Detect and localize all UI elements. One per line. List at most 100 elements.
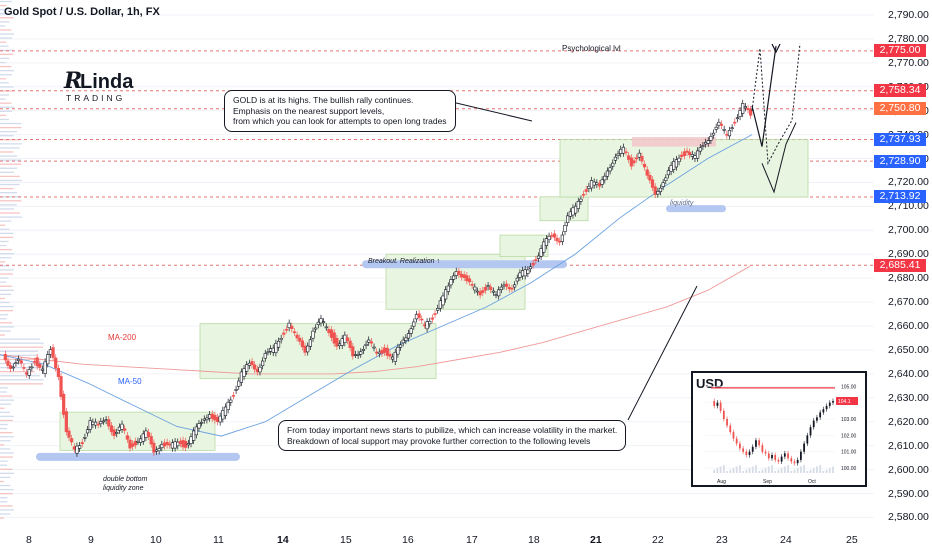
inset-volume — [774, 471, 777, 473]
volume-profile-bar — [0, 322, 13, 324]
candle-body — [170, 442, 175, 449]
candle-body — [568, 211, 572, 217]
volume-profile-bar — [0, 240, 9, 243]
candle-body — [207, 414, 212, 419]
candle-body — [107, 419, 111, 427]
price-axis-tick: 2,620.00 — [888, 415, 929, 428]
inset-volume — [735, 466, 738, 473]
candle-body — [300, 340, 305, 348]
inset-volume — [828, 468, 831, 473]
callout-pointer — [451, 101, 533, 122]
volume-profile-bar — [0, 517, 4, 519]
candle-body — [642, 163, 647, 168]
inset-candle-body — [812, 420, 815, 428]
candle-body — [181, 439, 185, 448]
inset-candle-body — [796, 459, 799, 464]
inset-volume — [809, 469, 812, 473]
volume-profile-bar — [0, 49, 14, 51]
double-bottom-label-1: double bottom — [103, 476, 148, 483]
volume-profile-bar — [0, 41, 7, 43]
candle-body — [523, 269, 527, 277]
volume-profile-bar — [0, 208, 15, 210]
candle-body — [603, 175, 607, 181]
inset-candle-body — [716, 402, 719, 406]
volume-profile-bar — [0, 448, 11, 450]
candle-body — [369, 341, 373, 344]
candle-body — [653, 186, 657, 195]
candle-body — [528, 266, 533, 270]
callout-highs-line1: GOLD is at its highs. The bullish rally … — [233, 95, 414, 105]
time-axis-tick: 14 — [277, 534, 289, 546]
candle-body — [340, 338, 344, 346]
candle-body — [494, 294, 498, 296]
svg-text:R: R — [63, 68, 82, 94]
candle-body — [205, 417, 209, 421]
price-tag: 2,775.00 — [874, 44, 926, 58]
volume-profile-bar — [0, 309, 14, 312]
volume-profile-bar — [0, 468, 13, 470]
candle-body — [404, 337, 408, 341]
callout-highs: GOLD is at its highs. The bullish rally … — [224, 90, 456, 132]
inset-volume — [748, 468, 751, 473]
candle-body — [139, 438, 143, 443]
price-tag: 2,737.93 — [874, 133, 926, 147]
candle-body — [282, 332, 286, 335]
candle-body — [526, 269, 530, 274]
price-axis-tick: 2,660.00 — [888, 320, 929, 332]
candle-body — [749, 109, 753, 116]
volume-profile-bar — [0, 183, 20, 186]
inset-candle-body — [729, 425, 732, 433]
volume-profile-bar — [0, 220, 12, 222]
candle-body — [746, 108, 750, 111]
candle-body — [725, 133, 729, 136]
candle-body — [35, 357, 39, 367]
volume-profile-bar — [0, 509, 14, 511]
price-axis-tick: 2,610.00 — [888, 439, 929, 452]
inset-candle-body — [764, 451, 767, 454]
volume-profile-bar — [0, 493, 13, 495]
inset-volume — [729, 469, 732, 473]
volume-profile-bar — [0, 248, 12, 251]
volume-profile-bar — [0, 269, 14, 271]
candle-body — [677, 157, 681, 163]
volume-profile-bar — [0, 21, 10, 23]
breakout-bar — [362, 260, 567, 269]
candle-body — [210, 413, 214, 419]
candle-body — [67, 430, 71, 438]
candle-body — [131, 443, 135, 447]
inset-candle-body — [806, 435, 809, 444]
candle-body — [245, 364, 249, 372]
candle-body — [176, 441, 180, 447]
inset-candle-body — [822, 409, 825, 413]
candle-body — [566, 215, 570, 224]
candle-body — [364, 343, 368, 346]
candle-body — [743, 106, 747, 109]
candle-body — [165, 441, 169, 446]
price-axis-tick: 2,650.00 — [888, 343, 929, 356]
candle-body — [656, 191, 660, 195]
candle-body — [706, 140, 710, 144]
candle-body — [709, 136, 713, 141]
candle-body — [22, 367, 26, 369]
volume-profile-bar — [0, 362, 44, 365]
candle-body — [627, 155, 631, 160]
inset-candle-body — [735, 438, 738, 444]
candle-body — [478, 291, 482, 296]
volume-profile-bar — [0, 4, 7, 7]
candle-body — [88, 420, 92, 430]
candle-body — [536, 255, 541, 259]
candle-body — [261, 360, 265, 367]
callout-highs-line3: from which you can look for attempts to … — [233, 116, 447, 126]
candle-body — [544, 238, 549, 246]
volume-profile-bar — [0, 82, 9, 84]
candle-body — [446, 285, 450, 292]
candle-body — [489, 286, 493, 290]
candle-body — [271, 347, 275, 353]
price-axis-tick: 2,670.00 — [888, 296, 929, 309]
candle-body — [505, 283, 509, 287]
volume-profile-bar — [0, 159, 22, 161]
volume-profile-bar — [0, 200, 22, 202]
inset-candle-body — [783, 453, 786, 457]
breakout-label: Breakout. Realization ↑ — [368, 258, 440, 265]
